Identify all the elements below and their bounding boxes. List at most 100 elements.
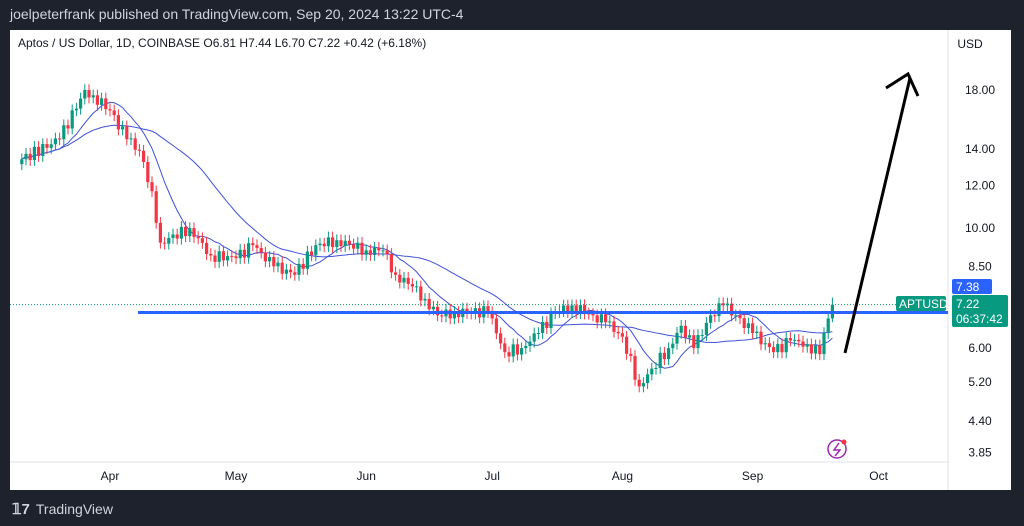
candle-body bbox=[251, 243, 255, 246]
candle-body bbox=[406, 277, 410, 284]
candle-body bbox=[272, 256, 276, 267]
candle-body bbox=[574, 305, 578, 313]
x-tick-label: Oct bbox=[869, 469, 888, 483]
candle-body bbox=[360, 242, 364, 255]
x-tick-label: Jul bbox=[485, 469, 500, 483]
candle-body bbox=[410, 283, 414, 287]
candle-body bbox=[100, 98, 104, 105]
candle-body bbox=[700, 334, 704, 336]
candle-body bbox=[247, 243, 251, 258]
y-tick-label: 3.85 bbox=[968, 445, 992, 459]
brand-name: TradingView bbox=[35, 501, 113, 517]
price-label-bg bbox=[952, 295, 1008, 327]
candle-body bbox=[385, 250, 389, 254]
candle-body bbox=[515, 344, 519, 355]
candle-body bbox=[793, 339, 797, 341]
candle-body bbox=[24, 153, 28, 160]
symbol-label-bg bbox=[896, 296, 946, 311]
candle-body bbox=[423, 298, 427, 301]
candle-body bbox=[234, 256, 238, 259]
candle-body bbox=[368, 250, 372, 255]
candle-body bbox=[591, 313, 595, 316]
candle-body bbox=[503, 343, 507, 353]
y-tick-label: 18.00 bbox=[965, 83, 995, 97]
candle-body bbox=[45, 144, 49, 148]
candle-body bbox=[713, 315, 717, 317]
candle-body bbox=[142, 150, 146, 163]
candle-body bbox=[293, 272, 297, 275]
candle-body bbox=[200, 238, 204, 243]
chart-panel[interactable] bbox=[10, 30, 1011, 490]
candle-body bbox=[654, 367, 658, 369]
candle-body bbox=[826, 318, 830, 334]
candle-body bbox=[398, 274, 402, 283]
candle-body bbox=[167, 237, 171, 244]
candle-body bbox=[347, 240, 351, 245]
candle-body bbox=[667, 348, 671, 360]
candle-body bbox=[818, 345, 822, 355]
candle-body bbox=[671, 343, 675, 349]
candle-body bbox=[692, 335, 696, 349]
candle-body bbox=[734, 315, 738, 317]
logo-icon: 𝟙7 bbox=[12, 501, 30, 518]
candle-body bbox=[104, 98, 108, 110]
candle-body bbox=[562, 305, 566, 312]
candle-body bbox=[133, 138, 137, 150]
y-tick-label: 4.40 bbox=[968, 414, 992, 428]
candle-body bbox=[87, 90, 91, 98]
candle-body bbox=[625, 336, 629, 354]
candle-body bbox=[473, 308, 477, 314]
currency-label: USD bbox=[957, 37, 983, 51]
candle-body bbox=[62, 125, 66, 140]
candle-body bbox=[780, 344, 784, 353]
candle-body bbox=[658, 352, 662, 368]
x-tick-label: May bbox=[225, 469, 248, 483]
candle-body bbox=[528, 341, 532, 346]
candle-body bbox=[751, 323, 755, 334]
candle-body bbox=[759, 331, 763, 345]
arrow-shaft bbox=[843, 77, 912, 354]
candle-body bbox=[280, 262, 284, 274]
candle-body bbox=[805, 344, 809, 347]
candle-body bbox=[394, 272, 398, 275]
alert-dot bbox=[841, 439, 847, 445]
candle-body bbox=[284, 269, 288, 274]
y-tick-label: 14.00 bbox=[965, 142, 995, 156]
candle-body bbox=[633, 355, 637, 380]
candle-body bbox=[549, 313, 553, 329]
candle-body bbox=[28, 153, 32, 160]
candle-body bbox=[364, 250, 368, 255]
candle-body bbox=[58, 138, 62, 140]
candle-body bbox=[171, 234, 175, 238]
candle-body bbox=[746, 323, 750, 329]
candle-body bbox=[297, 263, 301, 275]
x-tick-label: Aug bbox=[612, 469, 633, 483]
candle-body bbox=[179, 226, 183, 239]
candle-body bbox=[377, 247, 381, 251]
candle-body bbox=[188, 228, 192, 237]
candle-body bbox=[742, 318, 746, 329]
candle-body bbox=[415, 286, 419, 288]
candle-body bbox=[662, 352, 666, 360]
lightning-icon bbox=[827, 439, 847, 459]
candle-body bbox=[419, 286, 423, 301]
candle-body bbox=[49, 144, 53, 148]
candle-body bbox=[688, 335, 692, 338]
y-tick-label: 12.00 bbox=[965, 178, 995, 192]
candle-body bbox=[402, 277, 406, 283]
tradingview-logo[interactable]: 𝟙7 TradingView bbox=[12, 500, 113, 518]
candle-body bbox=[137, 149, 141, 151]
candle-body bbox=[629, 353, 633, 356]
candle-body bbox=[801, 341, 805, 347]
candle-body bbox=[95, 95, 99, 105]
candle-body bbox=[192, 228, 196, 237]
candle-body bbox=[238, 249, 242, 259]
candle-body bbox=[612, 321, 616, 332]
candle-body bbox=[532, 333, 536, 342]
candle-body bbox=[809, 344, 813, 354]
candle-body bbox=[217, 251, 221, 262]
arrow-head bbox=[885, 71, 920, 97]
candle-body bbox=[738, 315, 742, 319]
candle-body bbox=[620, 333, 624, 337]
